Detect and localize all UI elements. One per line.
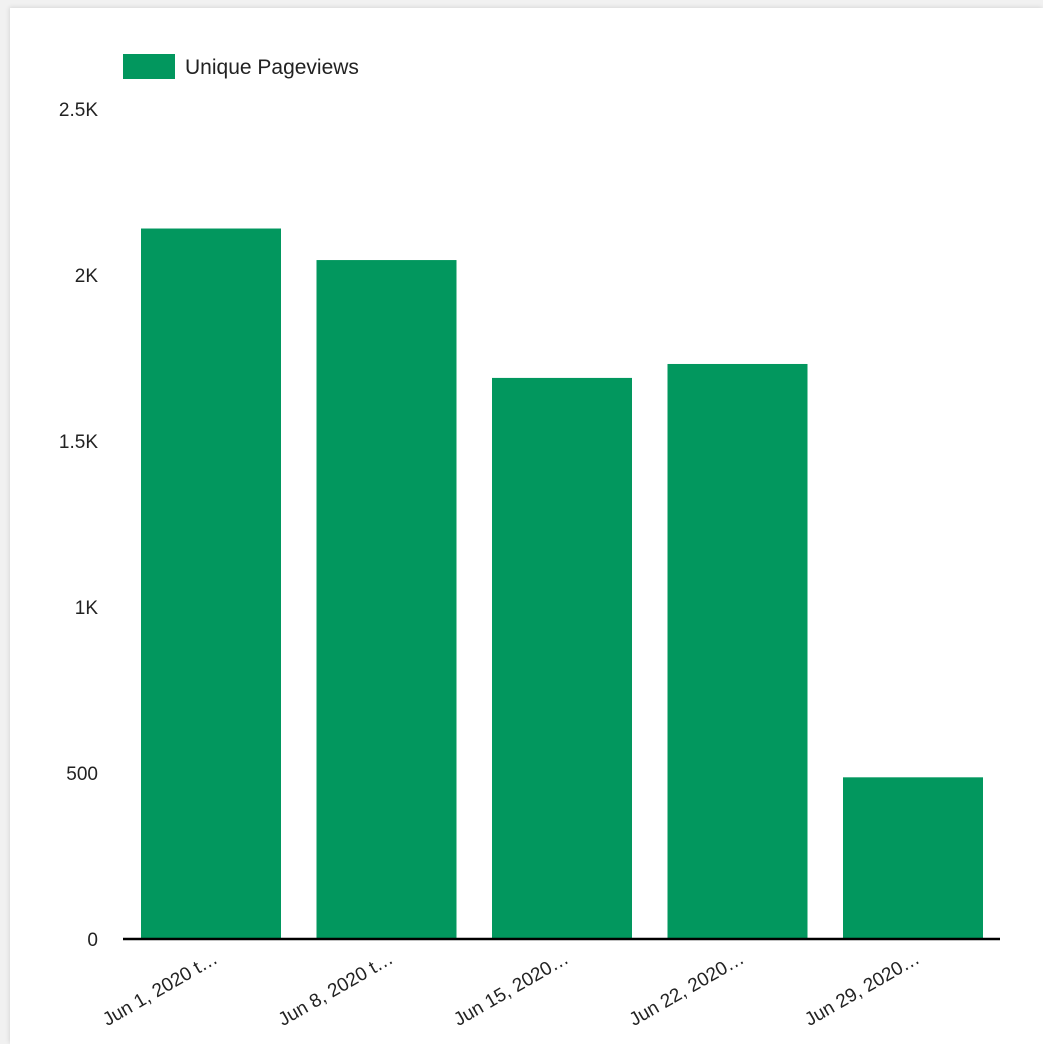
y-tick-label: 0 bbox=[87, 930, 98, 951]
bar[interactable] bbox=[141, 228, 281, 939]
bar[interactable] bbox=[492, 377, 632, 939]
legend-label-unique-pageviews: Unique Pageviews bbox=[185, 56, 359, 79]
bars bbox=[141, 228, 983, 939]
y-tick-label: 1K bbox=[75, 598, 99, 619]
y-axis-ticks: 0 500 1K 1.5K 2K 2.5K bbox=[59, 100, 98, 951]
bar[interactable] bbox=[316, 260, 457, 939]
y-tick-label: 500 bbox=[66, 764, 98, 785]
x-tick-label: Jun 1, 2020 t… bbox=[99, 948, 221, 1031]
bar[interactable] bbox=[667, 363, 808, 939]
bar[interactable] bbox=[843, 777, 983, 939]
x-axis-labels: Jun 1, 2020 t… Jun 8, 2020 t… Jun 15, 2020… bbox=[99, 948, 923, 1031]
x-tick-label: Jun 8, 2020 t… bbox=[275, 948, 397, 1031]
y-tick-label: 1.5K bbox=[59, 432, 98, 453]
x-tick-label: Jun 29, 2020… bbox=[801, 948, 923, 1031]
y-tick-label: 2K bbox=[75, 266, 99, 287]
x-tick-label: Jun 15, 2020… bbox=[450, 948, 572, 1031]
legend[interactable]: Unique Pageviews bbox=[123, 54, 359, 79]
legend-swatch-unique-pageviews bbox=[123, 54, 175, 79]
y-tick-label: 2.5K bbox=[59, 100, 98, 121]
x-tick-label: Jun 22, 2020… bbox=[626, 948, 748, 1031]
